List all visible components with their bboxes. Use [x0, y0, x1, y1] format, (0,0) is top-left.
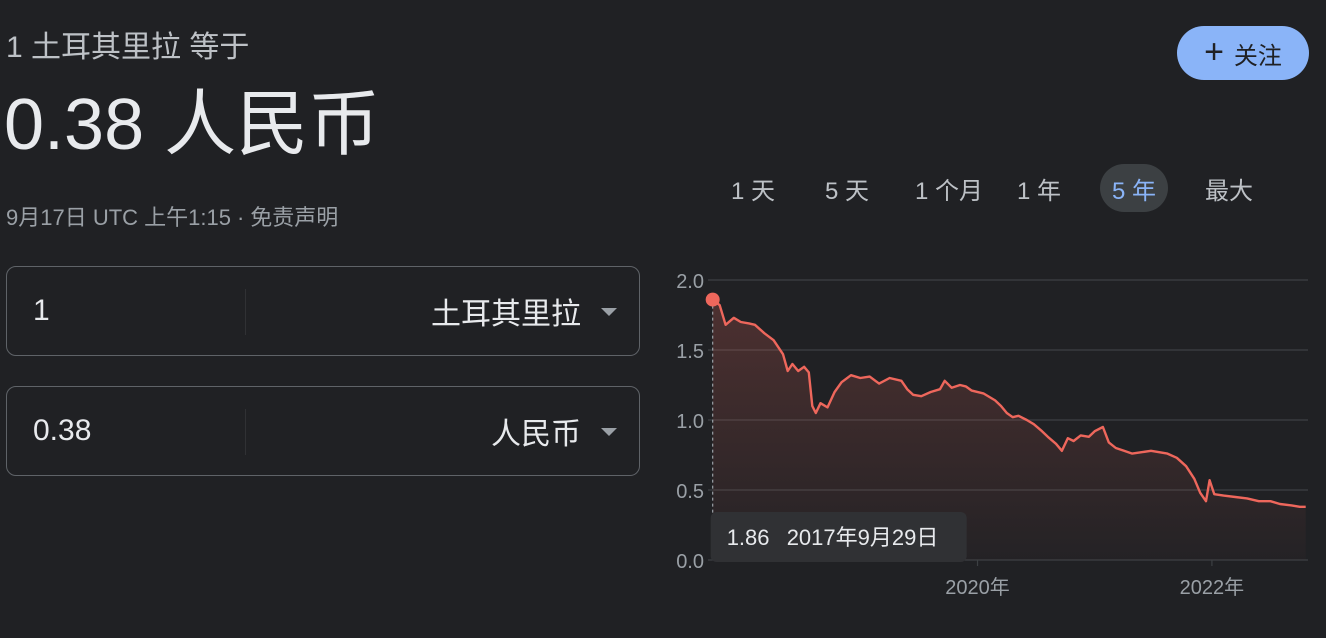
- tab-1-month[interactable]: 1 个月: [914, 177, 983, 205]
- y-tick-label: 1.5: [676, 341, 704, 363]
- to-currency-select[interactable]: 人民币: [491, 387, 617, 475]
- y-tick-label: 0.5: [676, 481, 704, 503]
- from-amount-input[interactable]: 1: [33, 294, 50, 327]
- separator: ·: [236, 205, 245, 230]
- highlight-point[interactable]: [705, 292, 720, 307]
- conversion-subtitle: 1 土耳其里拉 等于: [6, 31, 250, 64]
- from-currency-select[interactable]: 土耳其里拉: [431, 267, 617, 355]
- to-currency-row: 0.38 人民币: [6, 386, 640, 476]
- disclaimer-link[interactable]: 免责声明: [250, 205, 339, 230]
- follow-button[interactable]: + 关注: [1177, 26, 1309, 80]
- tooltip-date: 2017年9月29日: [787, 525, 939, 550]
- chevron-down-icon: [601, 308, 617, 316]
- tab-1-day[interactable]: 1 天: [730, 177, 775, 205]
- plus-icon: +: [1204, 32, 1224, 71]
- tooltip-value: 1.86: [727, 525, 770, 550]
- from-currency-label: 土耳其里拉: [431, 298, 581, 331]
- divider: [245, 409, 246, 455]
- tab-1-year[interactable]: 1 年: [1016, 177, 1061, 205]
- tooltip-box: [710, 512, 967, 562]
- tab-max[interactable]: 最大: [1205, 177, 1253, 205]
- x-tick-label: 2020年: [945, 576, 1010, 599]
- to-currency-label: 人民币: [491, 418, 581, 451]
- chevron-down-icon: [601, 428, 617, 436]
- timestamp: 9月17日 UTC 上午1:15: [6, 205, 231, 230]
- from-currency-row: 1 土耳其里拉: [6, 266, 640, 356]
- tab-5-years[interactable]: 5 年: [1100, 164, 1168, 212]
- y-tick-label: 2.0: [676, 271, 704, 293]
- tab-5-days[interactable]: 5 天: [824, 177, 869, 205]
- follow-label: 关注: [1233, 42, 1282, 70]
- y-tick-label: 0.0: [676, 551, 704, 573]
- y-tick-label: 1.0: [676, 411, 704, 433]
- divider: [245, 289, 246, 335]
- timestamp-line: 9月17日 UTC 上午1:15 · 免责声明: [6, 200, 338, 232]
- series-area: [712, 299, 1306, 560]
- series-line: [711, 298, 1306, 508]
- x-tick-label: 2022年: [1180, 576, 1245, 599]
- converted-value: 0.38 人民币: [4, 85, 381, 165]
- exchange-rate-chart[interactable]: 0.0 0.5 1.0 1.5 2.0 2020年 2022年 1.86 2017年9月29日: [660, 260, 1320, 600]
- to-amount-input[interactable]: 0.38: [33, 414, 92, 447]
